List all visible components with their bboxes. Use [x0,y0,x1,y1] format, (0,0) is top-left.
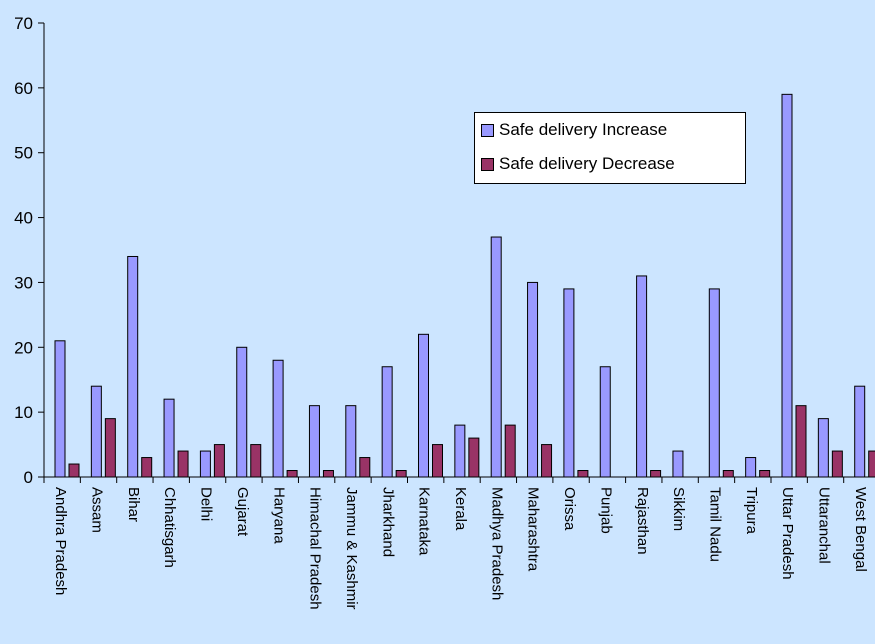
bar-increase [345,405,357,478]
legend-swatch-increase [481,123,494,137]
bar-decrease [795,405,807,478]
y-tick-label: 0 [24,468,33,487]
x-tick-label: Chhatisgarh [161,487,178,568]
bar-increase [54,340,66,478]
legend-item-decrease: Safe delivery Decrease [481,154,675,174]
x-tick-label: Tripura [743,487,760,535]
bar-increase [308,405,320,478]
bar-decrease [722,470,734,478]
bar-decrease [468,437,480,478]
bar-decrease [322,470,334,478]
x-tick-label: Gujarat [234,487,251,537]
bar-decrease [650,470,662,478]
bar-increase [854,385,866,478]
x-tick-label: Punjab [597,487,614,534]
x-tick-label: Jammu & Kashmir [343,487,360,610]
legend-label-increase: Safe delivery Increase [499,120,668,139]
bar-decrease [286,470,298,478]
bar-decrease [359,457,371,478]
bar-decrease [868,450,875,478]
bar-increase [490,236,502,478]
x-tick-label: Delhi [198,487,215,521]
x-tick-label: Sikkim [670,487,687,531]
bar-decrease [213,444,225,478]
bar-decrease [104,418,116,478]
x-tick-label: Uttaranchal [816,487,833,564]
bar-decrease [68,463,80,478]
x-tick-label: Maharashtra [525,487,542,572]
y-tick-label: 40 [14,209,33,228]
bar-increase [418,333,429,478]
bar-increase [636,275,648,478]
bar-decrease [831,450,843,478]
x-tick-label: Madhya Pradesh [488,487,505,600]
x-tick-label: Rajasthan [634,487,651,555]
y-tick-label: 50 [14,144,33,163]
x-tick-label: Assam [89,487,106,533]
y-tick-label: 10 [14,403,33,422]
bar-decrease [141,457,153,478]
bar-increase [745,457,757,478]
y-tick-label: 60 [14,79,33,98]
x-tick-label: West Bengal [852,487,869,572]
bar-decrease [395,470,407,478]
bar-increase [817,418,829,478]
bar-increase [90,385,102,478]
x-tick-label: Bihar [125,487,142,522]
y-tick-label: 30 [14,273,33,292]
y-tick-label: 20 [14,338,33,357]
x-tick-label: Himachal Pradesh [307,487,324,610]
x-tick-label: Kerala [452,487,469,531]
x-tick-label: Jharkhand [379,487,396,557]
x-tick-label: Orissa [561,487,578,531]
legend-swatch-decrease [481,157,494,171]
bar-decrease [759,470,771,478]
x-tick-label: Tamil Nadu [706,487,723,562]
bars [54,93,875,478]
bar-increase [381,366,393,478]
y-axis: 0 10 20 30 40 50 60 70 [14,14,45,487]
x-tick-label: Andhra Pradesh [52,487,69,595]
bar-increase [127,255,139,478]
bar-increase [163,398,175,478]
bar-increase [199,450,211,478]
bar-increase [708,288,720,478]
bar-decrease [177,450,189,478]
x-tick-label: Haryana [270,487,287,544]
legend-label-decrease: Safe delivery Decrease [499,154,675,173]
bar-increase [781,93,793,478]
legend-item-increase: Safe delivery Increase [481,120,667,140]
legend: Safe delivery Increase Safe delivery Dec… [474,112,746,184]
y-tick-label: 70 [14,14,33,33]
bar-increase [563,288,575,478]
bar-increase [527,281,539,478]
bar-increase [672,450,684,478]
x-axis: Andhra Pradesh Assam Bihar Chhatisgarh Delhi… [43,476,875,610]
bar-decrease [577,470,589,478]
bar-increase [454,424,466,478]
bar-decrease [541,444,553,478]
bar-increase [599,366,611,478]
bar-decrease [504,424,516,478]
bar-increase [272,359,284,478]
bar-decrease [432,444,443,478]
bar-increase [236,346,248,478]
x-tick-label: Karnataka [416,487,433,556]
bar-decrease [250,444,262,478]
x-tick-label: Uttar Pradesh [779,487,796,580]
